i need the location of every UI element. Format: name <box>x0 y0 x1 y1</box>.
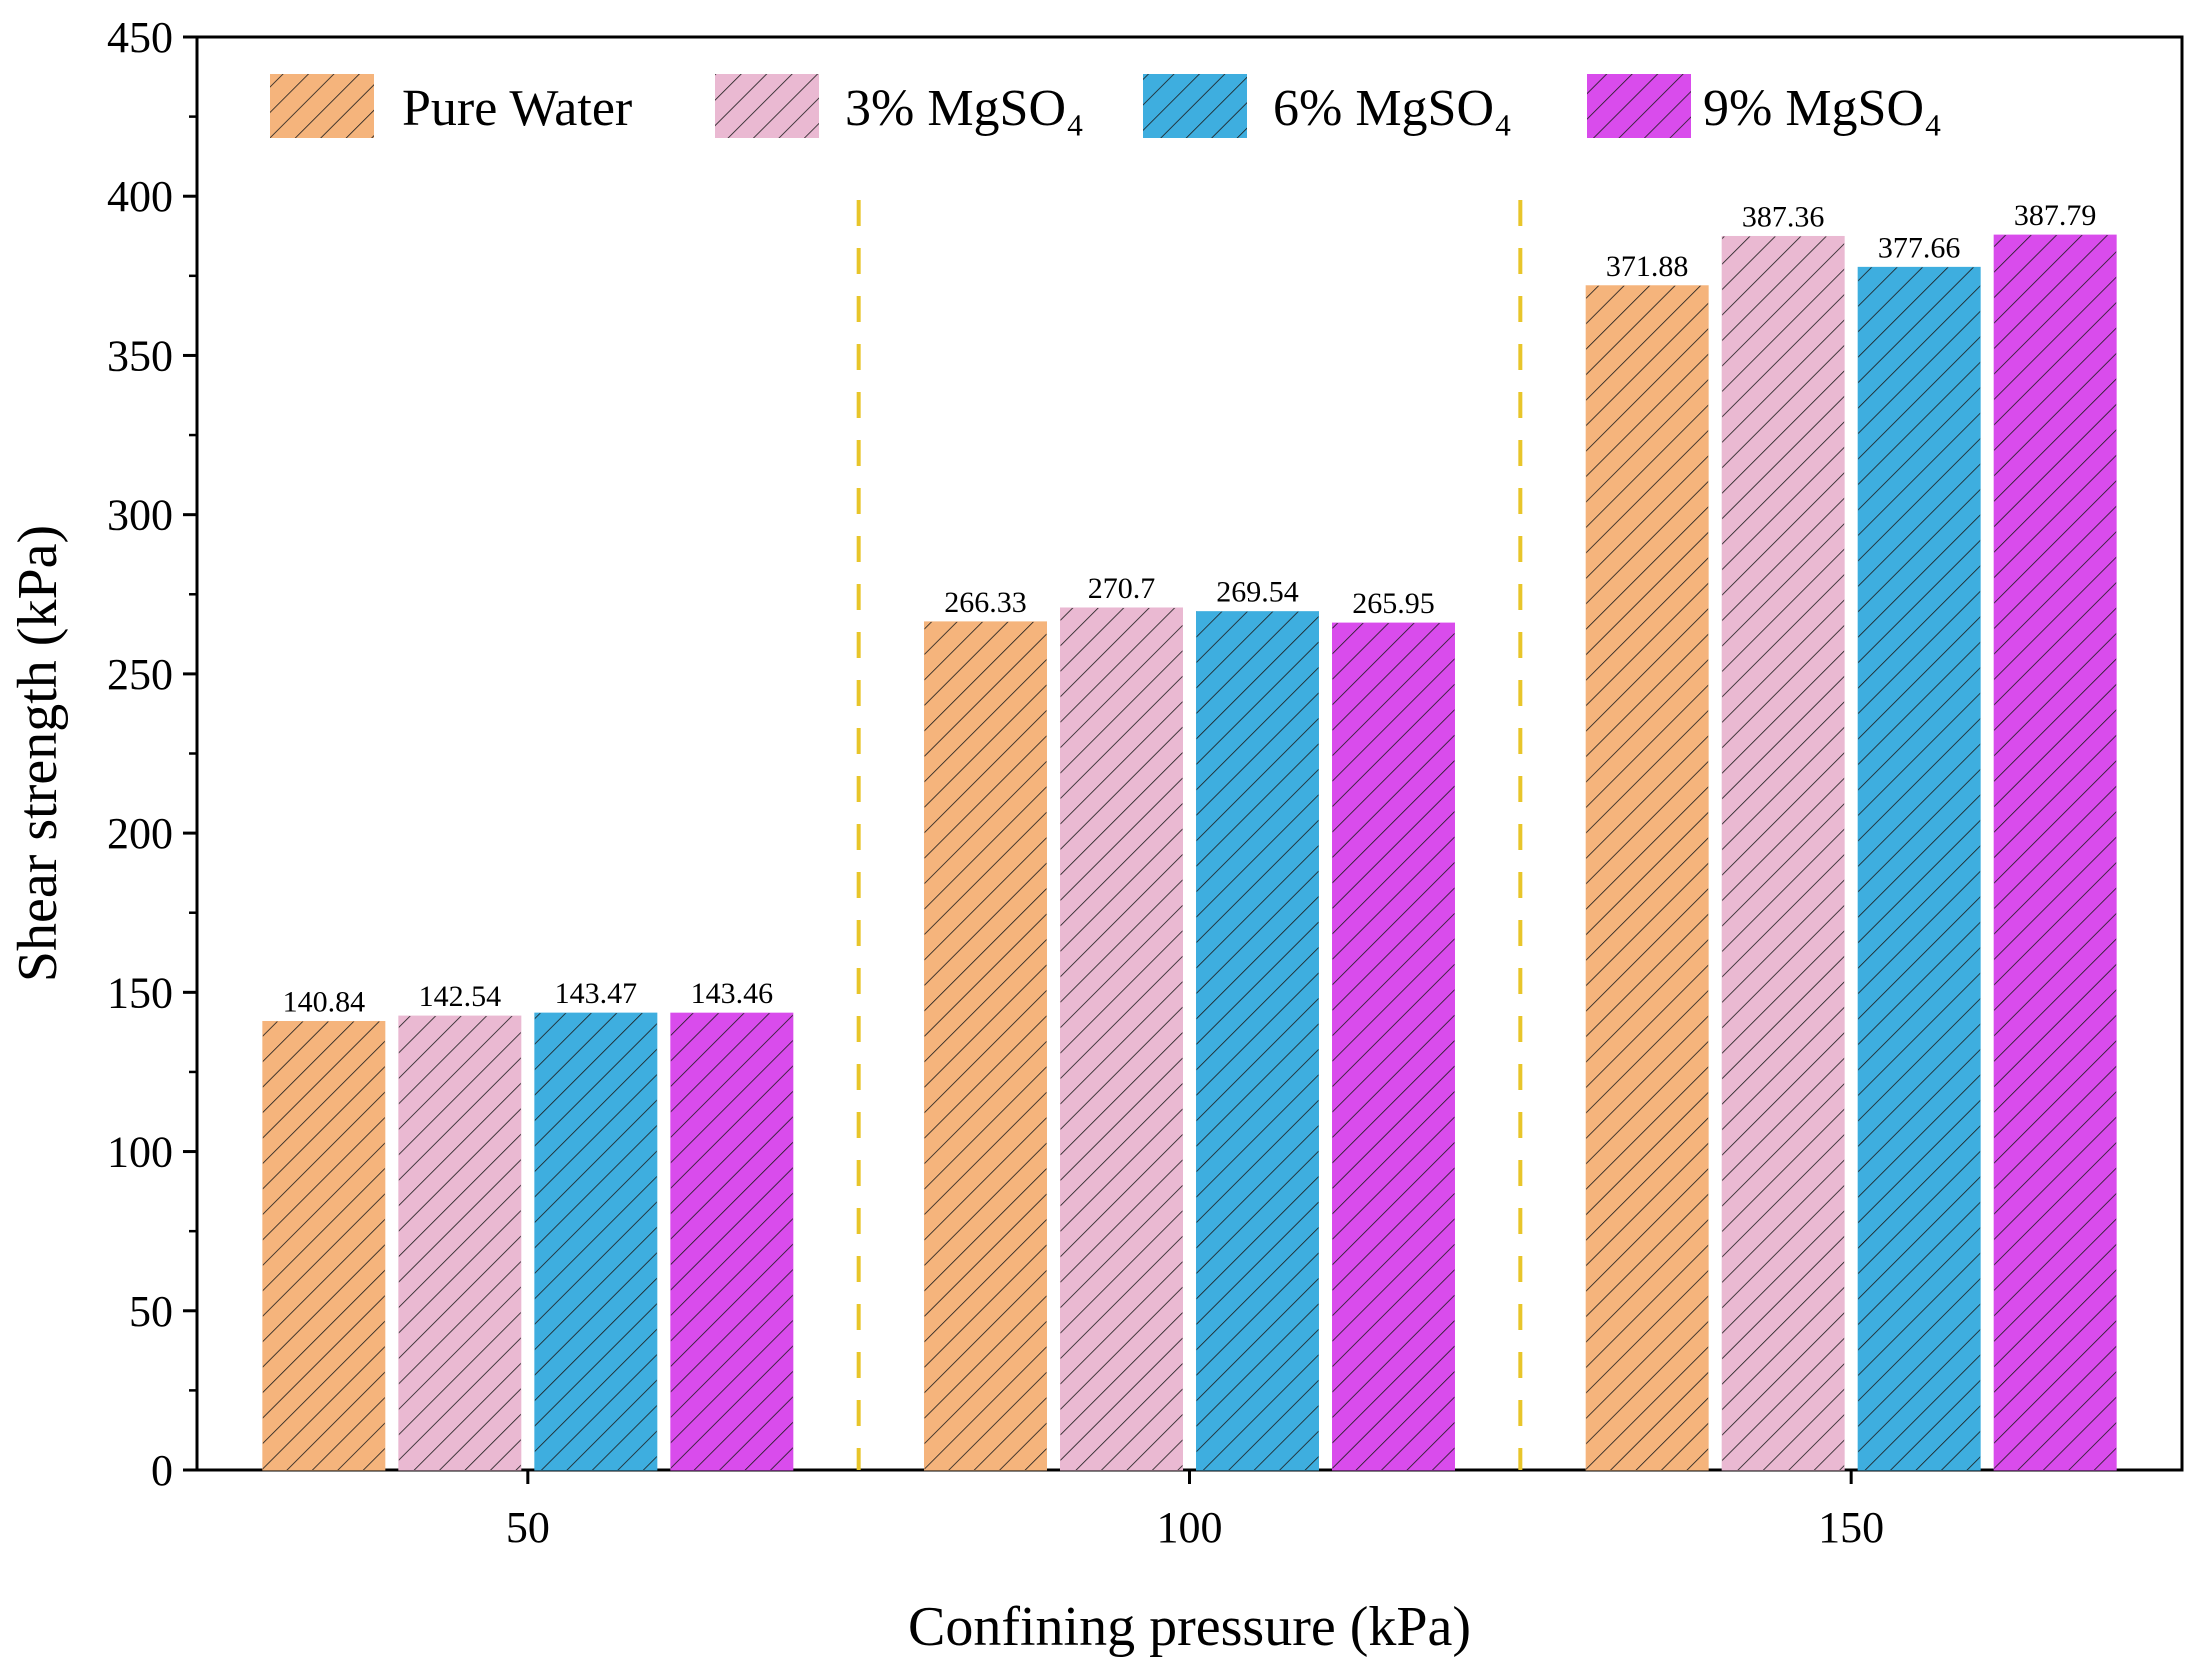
data-label: 377.66 <box>1878 231 1961 264</box>
bar-3-mgso-150 <box>1721 235 1845 1471</box>
legend-swatch-hatch-9-mgso <box>1587 74 1691 138</box>
data-label: 387.36 <box>1742 200 1825 233</box>
bar-pure-water-50 <box>262 1021 386 1471</box>
data-label: 143.47 <box>555 977 638 1010</box>
data-label: 387.79 <box>2014 199 2097 232</box>
bar-pure-water-150 <box>1585 285 1709 1471</box>
bar-6-mgso-100 <box>1196 611 1319 1471</box>
data-label: 265.95 <box>1352 587 1435 620</box>
bar-3-mgso-50 <box>398 1015 522 1471</box>
y-axis-title: Shear strength (kPa) <box>7 525 69 982</box>
x-tick-label: 100 <box>1157 1503 1223 1552</box>
data-label: 371.88 <box>1606 250 1689 283</box>
legend-label-6-mgso: 6% MgSO₄ <box>1273 80 1512 137</box>
bar-9-mgso-100 <box>1332 622 1455 1471</box>
bar-9-mgso-50 <box>670 1012 794 1471</box>
x-tick-label: 50 <box>506 1503 550 1552</box>
bar-pure-water-100 <box>924 621 1047 1471</box>
data-label: 266.33 <box>944 586 1027 619</box>
bar-9-mgso-150 <box>1993 234 2117 1471</box>
y-tick-label: 450 <box>107 13 173 62</box>
legend-swatch-hatch-3-mgso <box>715 74 819 138</box>
legend-swatch-hatch-6-mgso <box>1143 74 1247 138</box>
y-tick-label: 100 <box>107 1128 173 1177</box>
y-tick-label: 350 <box>107 331 173 380</box>
y-tick-label: 200 <box>107 809 173 858</box>
y-tick-label: 50 <box>129 1287 173 1336</box>
data-label: 143.46 <box>691 977 774 1010</box>
legend-label-9-mgso: 9% MgSO₄ <box>1703 80 1942 137</box>
x-axis-title: Confining pressure (kPa) <box>908 1596 1471 1658</box>
x-tick-label: 150 <box>1818 1503 1884 1552</box>
bar-6-mgso-150 <box>1857 266 1981 1471</box>
y-tick-label: 150 <box>107 968 173 1017</box>
bar-6-mgso-50 <box>534 1012 658 1471</box>
plot-area: 0 50 100 150 200 250 300 350 400 450 50 140.84 142.5… <box>107 13 2184 1552</box>
data-label: 269.54 <box>1216 576 1299 609</box>
y-tick-label: 300 <box>107 491 173 540</box>
y-tick-label: 400 <box>107 172 173 221</box>
legend-label-pure-water: Pure Water <box>402 80 632 137</box>
data-label: 140.84 <box>283 986 366 1019</box>
data-label: 142.54 <box>419 980 502 1013</box>
y-tick-label: 0 <box>151 1446 173 1495</box>
bar-3-mgso-100 <box>1060 607 1183 1471</box>
legend-label-3-mgso: 3% MgSO₄ <box>845 80 1084 137</box>
y-tick-label: 250 <box>107 650 173 699</box>
data-label: 270.7 <box>1088 572 1156 605</box>
legend-swatch-hatch-pure-water <box>270 74 374 138</box>
